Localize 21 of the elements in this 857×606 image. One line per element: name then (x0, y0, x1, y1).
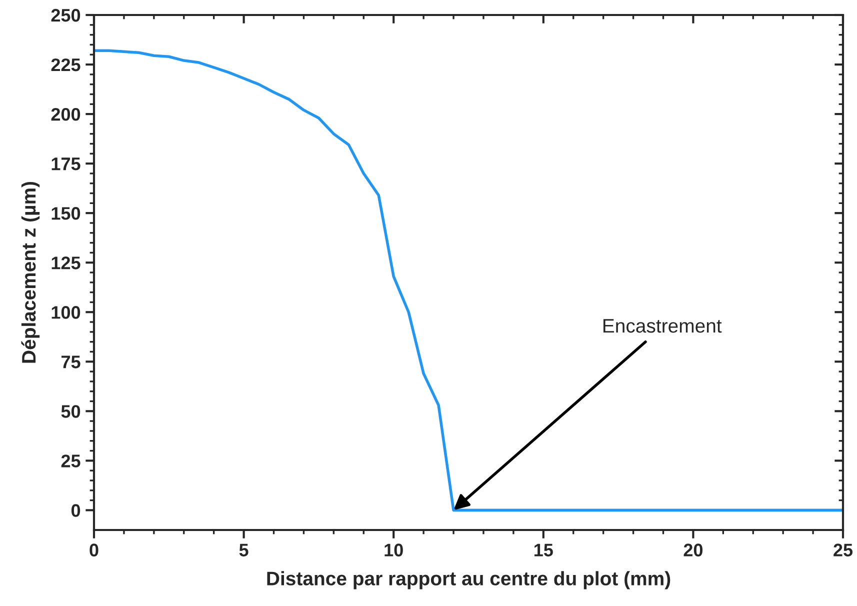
y-tick-label: 150 (52, 207, 80, 220)
line-series (94, 49, 843, 512)
x-tick-label: 15 (534, 544, 553, 556)
y-axis-title: Déplacement z (µm) (21, 182, 40, 363)
x-tick-label: 0 (90, 544, 98, 556)
y-tick-label: 225 (51, 58, 80, 72)
y-tick-label: 125 (52, 256, 80, 270)
y-tick-label: 200 (51, 108, 80, 121)
y-tick-label: 175 (52, 158, 80, 170)
x-tick-label: 20 (684, 544, 703, 556)
y-tick-label: 25 (61, 454, 80, 468)
y-tick-label: 50 (61, 405, 80, 418)
x-axis-title: Distance par rapport au centre du plot (mm) (267, 571, 670, 590)
y-tick-label: 75 (62, 356, 80, 368)
annotation: Encastrement (603, 319, 722, 333)
x-tick-label: 25 (834, 544, 853, 556)
y-tick-label: 250 (51, 8, 80, 22)
y-tick-label: 0 (71, 504, 80, 517)
y-tick-label: 100 (52, 306, 80, 319)
x-tick-label: 5 (239, 544, 248, 556)
x-tick-label: 10 (384, 544, 403, 556)
